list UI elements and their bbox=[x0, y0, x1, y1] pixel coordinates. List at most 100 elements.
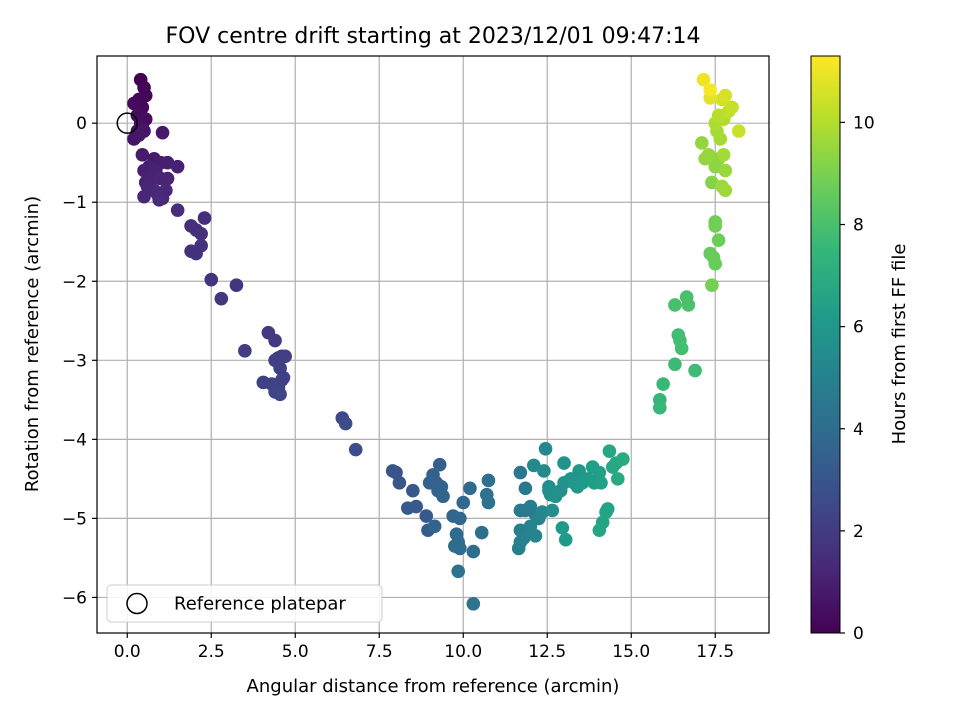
x-tick-label: 2.5 bbox=[198, 642, 225, 662]
x-axis-ticks: 0.0 2.5 5.0 7.5 10.0 12.5 15.0 17.5 bbox=[114, 633, 734, 662]
x-tick-label: 12.5 bbox=[528, 642, 566, 662]
data-point bbox=[474, 525, 489, 540]
colorbar-tick-label: 0 bbox=[853, 624, 864, 644]
x-tick-label: 0.0 bbox=[114, 642, 141, 662]
colorbar-tick-label: 10 bbox=[853, 113, 875, 133]
data-point bbox=[152, 193, 166, 207]
y-tick-label: −3 bbox=[62, 351, 87, 371]
data-point bbox=[268, 333, 282, 348]
data-point bbox=[555, 521, 570, 535]
data-point bbox=[132, 128, 146, 142]
y-tick-label: 0 bbox=[76, 114, 87, 134]
data-point bbox=[456, 495, 471, 510]
data-point bbox=[557, 456, 571, 470]
data-point bbox=[731, 124, 746, 138]
data-point bbox=[718, 88, 733, 103]
x-tick-label: 7.5 bbox=[366, 642, 393, 662]
data-point bbox=[238, 344, 252, 358]
data-point bbox=[681, 298, 696, 312]
legend-box bbox=[106, 584, 383, 623]
legend-reference-marker bbox=[126, 592, 148, 615]
data-point bbox=[538, 442, 553, 456]
legend-entry-label: Reference platepar bbox=[174, 594, 346, 615]
data-point bbox=[419, 509, 434, 523]
data-point bbox=[518, 481, 533, 496]
data-point bbox=[656, 377, 670, 391]
colorbar-tick-label: 8 bbox=[853, 216, 864, 236]
data-point bbox=[528, 528, 543, 543]
data-point bbox=[214, 291, 229, 306]
grid-lines bbox=[97, 56, 769, 633]
data-point bbox=[481, 473, 496, 488]
data-point bbox=[716, 148, 731, 162]
data-point bbox=[705, 278, 719, 293]
data-point bbox=[135, 148, 150, 162]
data-point bbox=[127, 96, 141, 111]
data-points bbox=[127, 72, 746, 611]
data-point bbox=[338, 416, 353, 431]
data-point bbox=[160, 171, 175, 186]
data-point bbox=[189, 223, 203, 237]
data-point bbox=[155, 125, 170, 140]
data-point bbox=[674, 341, 689, 356]
colorbar-label: Hours from first FF file bbox=[889, 244, 910, 445]
data-point bbox=[401, 501, 415, 515]
data-point bbox=[599, 505, 613, 519]
data-point bbox=[616, 452, 630, 466]
data-point bbox=[653, 400, 667, 415]
data-point bbox=[481, 495, 496, 510]
y-axis-label: Rotation from reference (arcmin) bbox=[22, 196, 43, 492]
data-point bbox=[703, 83, 717, 97]
data-point bbox=[668, 357, 682, 372]
data-point bbox=[711, 233, 726, 247]
data-point bbox=[558, 532, 573, 547]
data-point bbox=[276, 370, 291, 385]
data-point bbox=[451, 564, 466, 579]
reference-marker-layer bbox=[116, 112, 138, 134]
data-point bbox=[592, 465, 607, 480]
y-axis-ticks: 0 −1 −2 −3 −4 −5 −6 bbox=[62, 114, 97, 608]
data-point bbox=[611, 472, 625, 486]
colorbar: 0 2 4 6 8 10 Hours from first FF file bbox=[810, 55, 910, 644]
y-tick-label: −5 bbox=[62, 509, 87, 529]
data-point bbox=[385, 464, 400, 478]
data-point bbox=[516, 531, 531, 545]
data-point bbox=[527, 458, 541, 473]
colorbar-tick-label: 4 bbox=[853, 420, 864, 440]
y-tick-label: −6 bbox=[62, 588, 87, 608]
plot-frame bbox=[96, 55, 770, 634]
data-point bbox=[348, 442, 363, 457]
data-point bbox=[668, 298, 682, 312]
data-point bbox=[170, 203, 185, 217]
data-point bbox=[463, 481, 477, 496]
data-point bbox=[229, 278, 244, 293]
data-point bbox=[273, 387, 287, 402]
data-point bbox=[718, 163, 733, 178]
data-point bbox=[427, 519, 442, 534]
legend: Reference platepar bbox=[106, 584, 383, 623]
x-axis-label: Angular distance from reference (arcmin) bbox=[247, 676, 620, 697]
data-point bbox=[688, 363, 702, 378]
data-point bbox=[701, 148, 716, 162]
data-point bbox=[170, 159, 185, 174]
data-point bbox=[592, 523, 607, 538]
colorbar-gradient bbox=[810, 55, 841, 634]
data-point bbox=[545, 503, 560, 518]
y-tick-label: −4 bbox=[62, 430, 87, 450]
data-point bbox=[466, 596, 481, 611]
data-point bbox=[602, 444, 617, 459]
chart-title: FOV centre drift starting at 2023/12/01 … bbox=[166, 24, 701, 49]
data-point bbox=[197, 211, 212, 225]
data-point bbox=[406, 483, 420, 498]
x-tick-label: 5.0 bbox=[282, 642, 309, 662]
y-tick-label: −2 bbox=[62, 272, 87, 292]
data-point bbox=[204, 272, 219, 287]
data-point bbox=[137, 189, 151, 204]
x-tick-label: 10.0 bbox=[444, 642, 482, 662]
data-point bbox=[453, 541, 467, 556]
data-point bbox=[708, 257, 723, 271]
colorbar-tick-label: 2 bbox=[853, 522, 864, 542]
data-point bbox=[513, 465, 528, 480]
